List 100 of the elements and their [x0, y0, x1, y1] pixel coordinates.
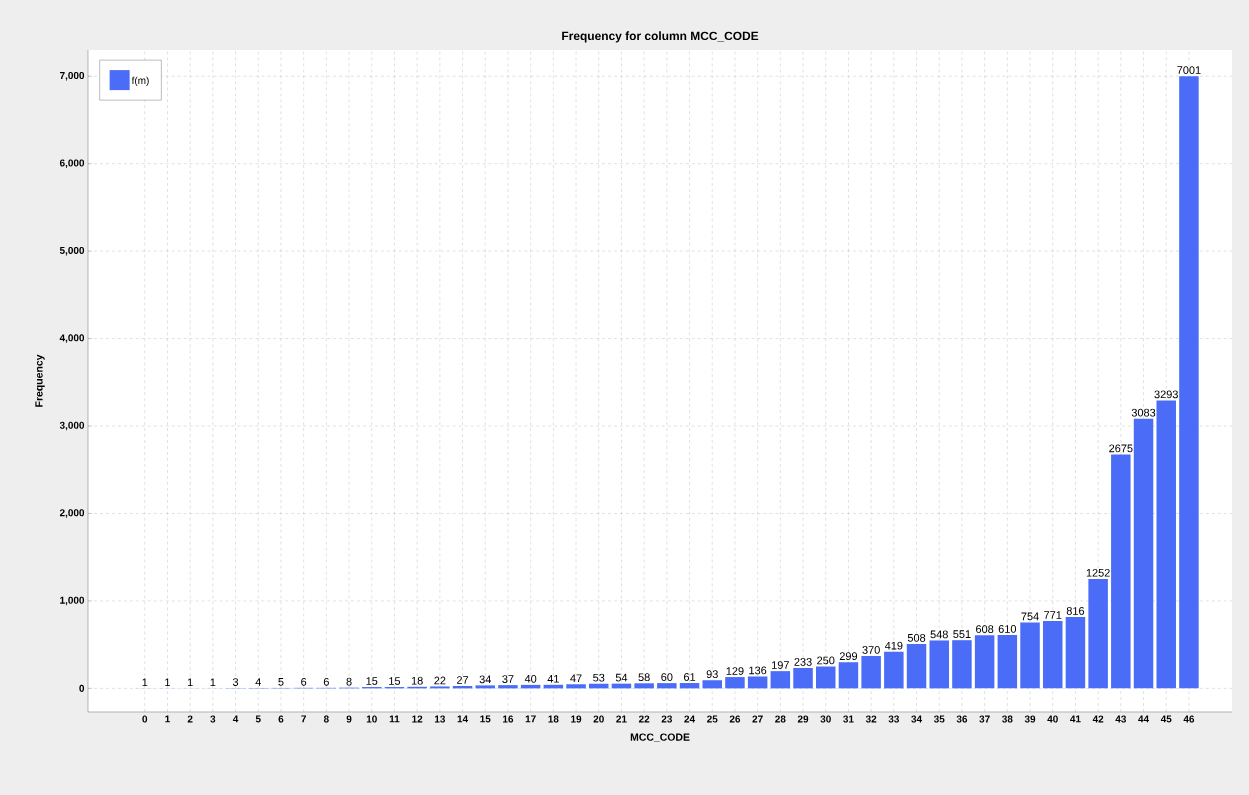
data-label: 60	[661, 673, 673, 681]
data-label: 299	[839, 652, 858, 661]
y-tick-label: 5,000	[59, 246, 85, 256]
x-tick-label: 5	[255, 715, 261, 723]
data-label: 1	[165, 678, 170, 687]
x-tick-label: 40	[1047, 715, 1058, 723]
x-tick-label: 45	[1160, 715, 1172, 723]
x-tick-label: 41	[1070, 715, 1081, 723]
data-label: 548	[930, 630, 948, 639]
data-label: 3293	[1154, 390, 1178, 399]
x-tick-label: 28	[775, 715, 786, 723]
bar	[1088, 578, 1108, 689]
x-tick-label: 25	[707, 715, 718, 723]
bar	[634, 683, 654, 689]
x-tick-label: 38	[1002, 715, 1013, 723]
bar	[1156, 400, 1176, 689]
legend-label: f(m)	[131, 76, 149, 87]
bar	[1042, 620, 1063, 689]
bar	[702, 680, 722, 689]
x-tick-label: 20	[593, 715, 604, 723]
data-label: 816	[1066, 607, 1085, 615]
x-tick-label: 8	[323, 715, 329, 723]
x-tick-label: 11	[389, 715, 400, 723]
data-label: 551	[953, 630, 971, 638]
data-label: 41	[547, 675, 559, 683]
data-label: 3	[232, 678, 239, 686]
x-tick-label: 3	[210, 715, 216, 723]
data-label: 22	[434, 676, 446, 685]
x-axis-title: MCC_CODE	[630, 733, 690, 742]
data-label: 250	[817, 656, 835, 665]
data-label: 37	[502, 675, 514, 683]
bar	[770, 671, 791, 689]
data-label: 129	[726, 667, 744, 675]
data-label: 4	[255, 678, 261, 686]
bar	[861, 656, 881, 689]
x-tick-label: 2	[187, 715, 193, 723]
data-label: 27	[457, 676, 469, 684]
bar	[815, 666, 836, 689]
bar	[793, 668, 813, 689]
data-label: 2675	[1109, 444, 1133, 453]
bar	[566, 684, 586, 689]
bar	[747, 676, 768, 689]
data-label: 8	[346, 677, 352, 686]
x-tick-label: 37	[979, 715, 990, 723]
y-axis-title: Frequency	[35, 354, 45, 407]
data-label: 6	[301, 677, 307, 686]
x-tick-label: 32	[865, 715, 877, 723]
x-tick-label: 12	[412, 715, 423, 723]
bar	[838, 662, 859, 689]
x-tick-label: 39	[1024, 715, 1036, 723]
x-tick-label: 35	[933, 715, 945, 723]
data-label: 197	[772, 661, 789, 669]
bar	[1020, 622, 1040, 689]
x-tick-label: 42	[1092, 715, 1104, 723]
data-label: 610	[998, 625, 1017, 633]
x-tick-label: 17	[525, 715, 536, 723]
y-tick-label: 3,000	[59, 421, 85, 431]
data-label: 58	[638, 673, 650, 682]
bar	[1065, 617, 1086, 689]
y-tick-label: 1,000	[60, 596, 85, 606]
bar	[929, 640, 949, 689]
y-tick-label: 4,000	[59, 334, 85, 343]
chart-title: Frequency for column MCC_CODE	[562, 31, 759, 43]
data-label: 1	[210, 678, 216, 687]
data-label: 771	[1044, 611, 1062, 619]
data-label: 53	[593, 673, 605, 682]
y-tick-label: 0	[79, 684, 85, 692]
bar	[498, 685, 518, 689]
bar	[725, 677, 745, 689]
x-tick-label: 13	[434, 715, 446, 723]
x-tick-label: 31	[843, 715, 854, 723]
x-tick-label: 7	[301, 715, 306, 723]
y-tick-label: 7,000	[59, 71, 85, 81]
x-tick-label: 36	[956, 715, 968, 723]
data-label: 61	[684, 673, 696, 681]
data-label: 18	[411, 676, 423, 685]
data-label: 6	[323, 677, 329, 686]
data-label: 1	[142, 678, 148, 687]
y-tick-label: 6,000	[59, 159, 85, 168]
x-tick-label: 14	[457, 715, 469, 723]
bar	[952, 640, 972, 689]
x-tick-label: 16	[503, 715, 514, 723]
x-tick-label: 0	[142, 715, 148, 723]
data-label: 34	[479, 675, 492, 684]
x-tick-label: 15	[480, 715, 491, 723]
data-label: 7001	[1177, 66, 1201, 74]
data-label: 5	[278, 678, 284, 686]
x-tick-label: 19	[571, 715, 582, 723]
bar	[906, 643, 927, 689]
data-label: 233	[794, 658, 812, 666]
x-tick-label: 44	[1138, 715, 1150, 723]
x-tick-label: 43	[1115, 715, 1127, 723]
data-label: 608	[976, 625, 994, 634]
x-tick-label: 26	[729, 715, 741, 723]
x-tick-label: 21	[616, 715, 627, 723]
bar	[884, 651, 904, 689]
data-label: 93	[706, 670, 718, 679]
x-tick-label: 27	[752, 715, 763, 723]
x-tick-label: 33	[888, 715, 900, 723]
data-label: 419	[884, 641, 903, 650]
